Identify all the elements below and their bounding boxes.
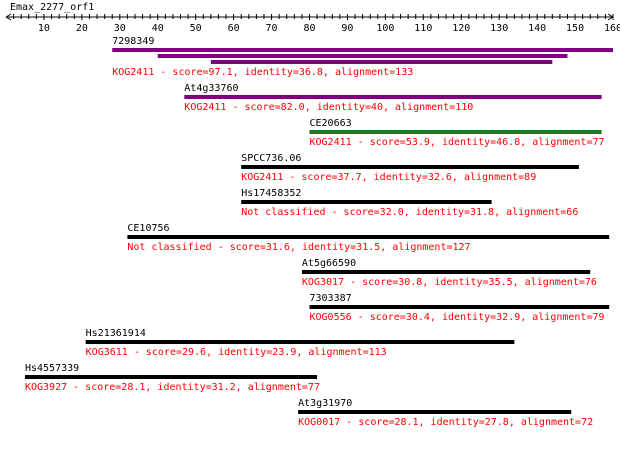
ruler-tick-label: 20 [76, 23, 88, 34]
alignment-bar[interactable] [112, 48, 613, 52]
ruler-axis: 10 20 30 40 50 60 70 80 90 100 110 120 130 140 150 160 [5, 13, 620, 34]
hit-caption[interactable]: KOG0017 - score=28.1, identity=27.8, ali… [298, 417, 593, 428]
ruler-tick-label: 130 [490, 23, 508, 34]
ruler-tick-label: 110 [414, 23, 432, 34]
alignment-bar[interactable] [210, 60, 553, 64]
hit-caption[interactable]: KOG3611 - score=29.6, identity=23.9, ali… [86, 347, 387, 358]
hit-list: 7298349 KOG2411 - score=97.1, identity=36… [24, 36, 613, 428]
alignment-bar[interactable] [241, 200, 492, 204]
hit-At5g66590[interactable]: At5g66590 KOG3017 - score=30.8, identity=… [301, 258, 597, 288]
ruler-left-arrow-icon [5, 13, 12, 21]
hit-caption[interactable]: KOG2411 - score=82.0, identity=40, align… [184, 102, 473, 113]
ruler-tick-label: 30 [114, 23, 126, 34]
alignment-bar[interactable] [241, 165, 579, 169]
hit-caption[interactable]: KOG2411 - score=53.9, identity=46.8, ali… [310, 137, 605, 148]
alignment-bar[interactable] [301, 270, 591, 274]
hit-caption[interactable]: Not classified - score=31.6, identity=31… [127, 242, 470, 253]
hit-id-label[interactable]: At5g66590 [302, 258, 356, 269]
hit-caption[interactable]: KOG3017 - score=30.8, identity=35.5, ali… [302, 277, 597, 288]
alignment-bar[interactable] [184, 95, 602, 99]
hit-id-label[interactable]: Hs17458352 [241, 188, 301, 199]
hit-Hs21361914[interactable]: Hs21361914 KOG3611 - score=29.6, identity… [85, 328, 515, 358]
hit-id-label[interactable]: Hs4557339 [25, 363, 79, 374]
hit-caption[interactable]: Not classified - score=32.0, identity=31… [241, 207, 578, 218]
hit-caption[interactable]: KOG0556 - score=30.4, identity=32.9, ali… [310, 312, 605, 323]
alignment-bar[interactable] [309, 130, 602, 134]
query-name: Emax_2277_orf1 [10, 2, 94, 13]
hit-id-label[interactable]: CE10756 [127, 223, 169, 234]
ruler-right-arrow-icon [607, 13, 614, 21]
ruler-tick-label: 10 [38, 23, 50, 34]
hit-id-label[interactable]: 7303387 [310, 293, 352, 304]
hit-At3g31970[interactable]: At3g31970 KOG0017 - score=28.1, identity=… [298, 398, 593, 428]
hit-SPCC736.06[interactable]: SPCC736.06 KOG2411 - score=37.7, identity… [241, 153, 579, 183]
hit-7298349[interactable]: 7298349 KOG2411 - score=97.1, identity=36… [112, 36, 613, 78]
hit-Hs17458352[interactable]: Hs17458352 Not classified - score=32.0, i… [241, 188, 578, 218]
ruler-tick-label: 70 [266, 23, 278, 34]
hit-id-label[interactable]: At4g33760 [184, 83, 238, 94]
ruler-tick-label: 40 [152, 23, 164, 34]
hit-CE20663[interactable]: CE20663 KOG2411 - score=53.9, identity=46… [309, 118, 605, 148]
alignment-bar[interactable] [127, 235, 610, 239]
hit-7303387[interactable]: 7303387 KOG0556 - score=30.4, identity=32… [309, 293, 610, 323]
alignment-bar[interactable] [85, 340, 515, 344]
ruler-tick-label: 50 [190, 23, 202, 34]
ruler-tick-label: 160 [604, 23, 620, 34]
hit-caption[interactable]: KOG3927 - score=28.1, identity=31.2, ali… [25, 382, 320, 393]
hit-caption[interactable]: KOG2411 - score=97.1, identity=36.8, ali… [112, 67, 413, 78]
ruler-tick-label: 80 [303, 23, 315, 34]
alignment-bar[interactable] [309, 305, 610, 309]
ruler-tick-label: 150 [566, 23, 584, 34]
hit-id-label[interactable]: CE20663 [310, 118, 352, 129]
hit-id-label[interactable]: SPCC736.06 [241, 153, 301, 164]
alignment-bar[interactable] [298, 410, 572, 414]
hit-caption[interactable]: KOG2411 - score=37.7, identity=32.6, ali… [241, 172, 536, 183]
hit-Hs4557339[interactable]: Hs4557339 KOG3927 - score=28.1, identity=… [24, 363, 320, 393]
hit-id-label[interactable]: 7298349 [112, 36, 154, 47]
alignment-bar[interactable] [24, 375, 318, 379]
ruler-tick-label: 100 [376, 23, 394, 34]
hit-id-label[interactable]: Hs21361914 [86, 328, 146, 339]
ruler-tick-label: 120 [452, 23, 470, 34]
ruler-tick-label: 60 [228, 23, 240, 34]
hit-id-label[interactable]: At3g31970 [298, 398, 352, 409]
hit-CE10756[interactable]: CE10756 Not classified - score=31.6, iden… [127, 223, 610, 253]
alignment-bar[interactable] [157, 54, 568, 58]
ruler-tick-label: 140 [528, 23, 546, 34]
hit-At4g33760[interactable]: At4g33760 KOG2411 - score=82.0, identity=… [184, 83, 602, 113]
ruler-tick-label: 90 [341, 23, 353, 34]
